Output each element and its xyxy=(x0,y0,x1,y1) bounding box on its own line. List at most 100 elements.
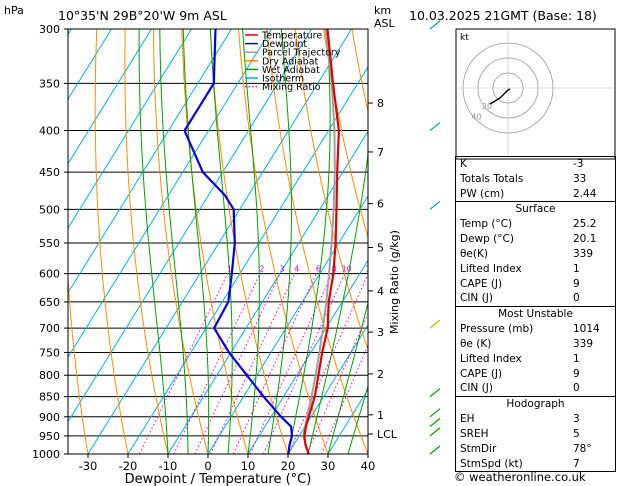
pressure-tick-label: 600 xyxy=(39,268,60,281)
most-unstable-box: Most Unstable Pressure (mb) 1014 θe (K) 33… xyxy=(456,306,615,396)
index-table: K -3 Totals Totals 33 PW (cm) 2.44 Surface … xyxy=(455,156,616,473)
height-tick-label: 7 xyxy=(377,146,384,159)
dry-adiabat-line xyxy=(94,29,129,454)
index-row: K -3 xyxy=(456,157,615,172)
height-tick-label: 2 xyxy=(377,368,384,381)
wet-adiabat-line xyxy=(159,29,189,454)
pressure-tick-label: 550 xyxy=(39,237,60,250)
skewt-grid: 1 2 3 4 6 8 10 15 20 25 xyxy=(0,29,368,454)
temperature-tick-label: -20 xyxy=(119,459,138,473)
wet-adiabat-line xyxy=(209,29,233,454)
index-row: Dewp (°C) 20.1 xyxy=(456,232,615,247)
hodograph-trace xyxy=(489,88,511,105)
footer-copyright[interactable]: © weatheronline.co.uk xyxy=(454,470,586,484)
index-row: CAPE (J) 9 xyxy=(456,367,615,382)
isotherm-line xyxy=(68,29,72,36)
wind-barb xyxy=(429,20,441,30)
index-value: 25.2 xyxy=(573,218,597,231)
legend-label: Mixing Ratio xyxy=(262,82,321,93)
height-tick-label: 6 xyxy=(377,198,384,211)
isotherm-line xyxy=(68,29,272,359)
index-value: 3 xyxy=(573,413,580,426)
index-row: Pressure (mb) 1014 xyxy=(456,322,615,337)
pressure-tick-label: 450 xyxy=(39,166,60,179)
wind-barb xyxy=(429,388,441,398)
index-label: CAPE (J) xyxy=(460,367,503,380)
hodograph-unit-label: kt xyxy=(460,33,469,43)
mixing-ratio-label: 1 xyxy=(227,265,232,274)
mixing-ratio-line xyxy=(288,273,368,454)
index-label: CIN (J) xyxy=(460,292,493,305)
index-label: θe(K) xyxy=(460,247,488,260)
pressure-unit-label: hPa xyxy=(4,4,24,17)
temperature-tick-label: -10 xyxy=(159,459,178,473)
dry-adiabat-line xyxy=(124,29,169,454)
datetime-title: 10.03.2025 21GMT (Base: 18) xyxy=(409,8,597,23)
index-value: 1 xyxy=(573,262,580,275)
isotherm-line xyxy=(68,29,192,230)
height-tick-label: 5 xyxy=(377,241,384,254)
legend-label: Temperature xyxy=(261,31,322,42)
pressure-tick-label: 650 xyxy=(39,296,60,309)
pressure-tick-label: 400 xyxy=(39,125,60,138)
index-label: CAPE (J) xyxy=(460,277,503,290)
mixing-ratio-label: 2 xyxy=(259,265,264,274)
surface-title: Surface xyxy=(515,203,556,216)
x-axis-label: Dewpoint / Temperature (°C) xyxy=(125,472,312,486)
index-value: 2.44 xyxy=(573,187,597,200)
hodograph-frame xyxy=(455,28,616,160)
index-value: 5 xyxy=(573,427,580,440)
wet-adiabat-line xyxy=(307,150,368,454)
index-row: StmDir 78° xyxy=(456,442,615,457)
index-value: 9 xyxy=(573,367,580,380)
index-label: θe (K) xyxy=(460,337,492,350)
wind-barb xyxy=(429,418,441,427)
temperature-tick-label: 10 xyxy=(241,459,256,473)
index-value: 1 xyxy=(573,352,580,365)
wet-adiabat-line xyxy=(347,384,368,454)
location-title: 10°35'N 29B°20'W 9m ASL xyxy=(58,8,227,23)
wind-barb xyxy=(429,408,441,418)
index-label: EH xyxy=(460,413,475,426)
index-label: PW (cm) xyxy=(460,187,505,200)
mixing-ratio-axis-label: Mixing Ratio (g/kg) xyxy=(388,230,401,334)
pressure-tick-label: 350 xyxy=(39,77,60,90)
index-row: Totals Totals 33 xyxy=(456,172,615,187)
index-value: 78° xyxy=(573,442,592,455)
index-row: Temp (°C) 25.2 xyxy=(456,217,615,232)
index-label: SREH xyxy=(460,427,489,440)
skewt-profiles xyxy=(183,29,340,454)
wet-adiabat-line xyxy=(287,29,331,454)
index-row: θe(K) 339 xyxy=(456,247,615,262)
isotherm-line xyxy=(68,29,312,423)
pressure-tick-label: 750 xyxy=(39,346,60,359)
plot-frame xyxy=(67,28,369,455)
surface-box: Surface Temp (°C) 25.2 Dewp (°C) 20.1 θe(K… xyxy=(456,201,615,306)
index-value: 0 xyxy=(573,292,580,305)
mixing-ratio-label: 4 xyxy=(294,265,299,274)
parcel-trajectory-line xyxy=(302,29,336,454)
wind-barbs xyxy=(429,20,441,455)
isotherm-line xyxy=(247,259,368,454)
isotherm-line xyxy=(0,29,32,454)
wind-barb xyxy=(429,200,441,210)
index-row: StmSpd (kt) 7 xyxy=(456,457,615,472)
isotherm-line xyxy=(68,29,232,294)
index-label: Lifted Index xyxy=(460,352,522,365)
wind-barb xyxy=(429,445,441,455)
temperature-tick-label: -30 xyxy=(79,459,98,473)
pressure-tick-label: 800 xyxy=(39,369,60,382)
index-label: Temp (°C) xyxy=(460,218,513,231)
dry-adiabat-line xyxy=(323,29,368,240)
pressure-tick-label: 950 xyxy=(39,430,60,443)
temperature-line xyxy=(303,29,340,454)
height-unit-label: km xyxy=(374,4,391,17)
legend-label: Dewpoint xyxy=(262,39,307,50)
temperature-tick-label: 30 xyxy=(321,459,336,473)
dry-adiabat-line xyxy=(266,29,368,454)
index-label: StmSpd (kt) xyxy=(460,457,523,470)
wind-barb xyxy=(429,427,441,437)
legend-label: Dry Adiabat xyxy=(262,56,319,67)
